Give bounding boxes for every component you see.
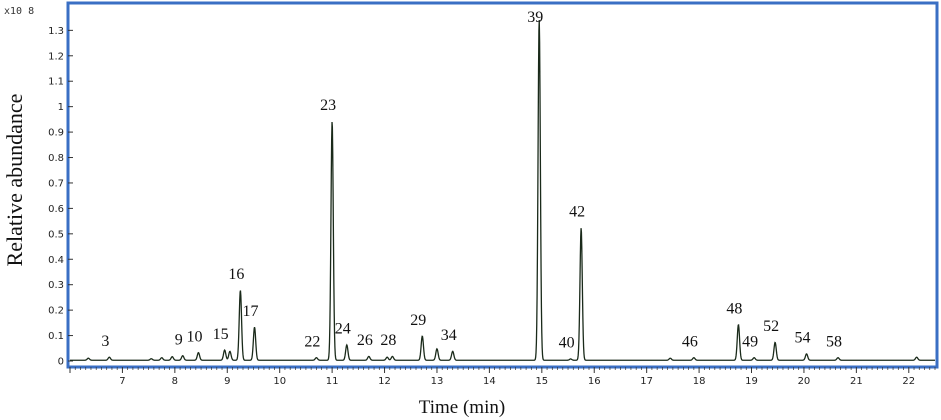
x-tick-label: 13 xyxy=(431,376,444,387)
peak-label-10: 10 xyxy=(186,328,202,345)
x-tick-label: 8 xyxy=(172,376,178,387)
peak-label-49: 49 xyxy=(742,333,758,350)
x-tick-label: 17 xyxy=(640,376,653,387)
x-axis: 7 8 9 10 11 12 13 14 15 16 17 18 19 20 21 22 xyxy=(69,367,936,387)
peak-label-22: 22 xyxy=(304,333,320,350)
x-tick-label: 20 xyxy=(798,376,811,387)
peak-label-54: 54 xyxy=(795,330,811,347)
y-tick-label: 0 xyxy=(58,357,64,368)
y-tick-label: 1.1 xyxy=(48,77,64,88)
x-tick-label: 18 xyxy=(693,376,706,387)
x-tick-label: 15 xyxy=(535,376,548,387)
y-tick-label: 1 xyxy=(58,102,64,113)
peak-label-52: 52 xyxy=(763,318,779,335)
y-tick-label: 0.3 xyxy=(48,280,64,291)
peak-label-48: 48 xyxy=(726,300,742,317)
peak-label-23: 23 xyxy=(320,97,336,114)
y-tick-label: 0.1 xyxy=(48,331,64,342)
plot-frame xyxy=(66,1,939,369)
y-tick-label: 0.4 xyxy=(48,255,64,266)
y-tick-label: 1.2 xyxy=(48,51,64,62)
x-tick-label: 21 xyxy=(850,376,863,387)
peak-label-40: 40 xyxy=(559,335,575,352)
peak-label-26: 26 xyxy=(357,332,373,349)
chromatogram-trace xyxy=(70,19,935,361)
peak-label-39: 39 xyxy=(527,9,543,26)
y-tick-label: 1.3 xyxy=(48,26,64,37)
peak-label-16: 16 xyxy=(228,266,244,283)
peak-label-3: 3 xyxy=(101,333,109,350)
x-axis-title: Time (min) xyxy=(419,397,505,418)
y-axis: 0 0.1 0.2 0.3 0.4 0.5 0.6 0.7 0.8 0.9 1 1.1 1.2 1.3 xyxy=(48,26,73,368)
y-tick-label: 0.5 xyxy=(48,229,64,240)
x-tick-label: 12 xyxy=(378,376,391,387)
peak-label-9: 9 xyxy=(175,331,183,348)
peak-label-46: 46 xyxy=(682,333,698,350)
x-tick-label: 11 xyxy=(326,376,339,387)
x-tick-label: 16 xyxy=(588,376,601,387)
x-tick-label: 19 xyxy=(745,376,758,387)
peak-label-28: 28 xyxy=(380,332,396,349)
y-tick-label: 0.2 xyxy=(48,306,64,317)
x-tick-label: 10 xyxy=(273,376,286,387)
peak-label-15: 15 xyxy=(213,326,229,343)
peak-label-24: 24 xyxy=(335,321,351,338)
x-tick-label: 9 xyxy=(224,376,230,387)
peak-label-42: 42 xyxy=(569,204,585,221)
x-tick-label: 7 xyxy=(119,376,125,387)
y-tick-label: 0.9 xyxy=(48,128,64,139)
y-tick-label: 0.7 xyxy=(48,178,64,189)
x-tick-label: 14 xyxy=(483,376,496,387)
peak-label-17: 17 xyxy=(243,303,259,320)
y-multiplier-label: x10 8 xyxy=(4,6,34,17)
y-axis-title: Relative abundance xyxy=(2,94,27,267)
x-tick-label: 22 xyxy=(902,376,915,387)
y-tick-label: 0.8 xyxy=(48,153,64,164)
peak-label-34: 34 xyxy=(441,327,457,344)
y-tick-label: 0.6 xyxy=(48,204,64,215)
peak-label-58: 58 xyxy=(826,333,842,350)
peak-label-29: 29 xyxy=(410,312,426,329)
